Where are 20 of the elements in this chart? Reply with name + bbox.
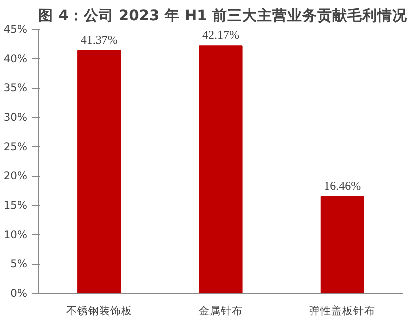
y-tick-label: 35% xyxy=(4,82,28,95)
y-tick-label: 25% xyxy=(4,140,28,154)
y-tick-label: 10% xyxy=(4,228,28,242)
y-tick-label: 20% xyxy=(4,170,28,183)
y-tick-label: 40% xyxy=(4,52,28,66)
chart-title: 图 4：公司 2023 年 H1 前三大主营业务贡献毛利情况 xyxy=(38,6,408,24)
data-label: 41.37% xyxy=(80,32,118,47)
x-tick-label: 弹性盖板针布 xyxy=(310,304,376,318)
y-tick-label: 30% xyxy=(4,111,28,124)
bar xyxy=(320,196,364,294)
y-tick-label: 0% xyxy=(10,287,28,300)
bar xyxy=(78,50,122,294)
y-tick-label: 45% xyxy=(4,23,28,36)
x-tick-label: 不锈钢装饰板 xyxy=(66,304,132,318)
data-label: 16.46% xyxy=(324,178,362,193)
y-tick-label: 15% xyxy=(4,199,28,212)
x-tick-label: 金属针布 xyxy=(199,304,243,318)
data-label: 42.17% xyxy=(202,28,240,42)
bar xyxy=(199,46,243,294)
y-tick-label: 5% xyxy=(10,258,28,271)
